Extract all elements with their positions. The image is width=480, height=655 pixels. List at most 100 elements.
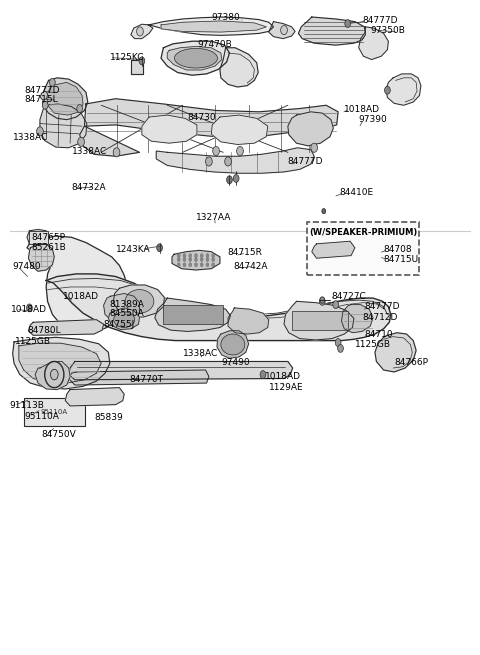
Text: 84777D: 84777D	[287, 157, 323, 166]
Bar	[292, 310, 348, 330]
Text: 1125GB: 1125GB	[355, 340, 391, 349]
Text: 84550A: 84550A	[110, 309, 144, 318]
Text: 97350B: 97350B	[371, 26, 406, 35]
Polygon shape	[28, 244, 54, 271]
Circle shape	[227, 176, 232, 183]
Text: 1338AC: 1338AC	[72, 147, 107, 156]
Circle shape	[281, 26, 288, 35]
Circle shape	[384, 86, 390, 94]
Polygon shape	[27, 236, 128, 333]
Text: 84715U: 84715U	[384, 255, 419, 264]
Ellipse shape	[174, 48, 217, 68]
Circle shape	[333, 301, 338, 309]
Text: 1125GB: 1125GB	[15, 337, 51, 346]
Circle shape	[205, 157, 212, 166]
Text: (W/SPEAKER-PRIMIUM): (W/SPEAKER-PRIMIUM)	[309, 228, 418, 237]
Polygon shape	[167, 47, 222, 70]
Text: 84732A: 84732A	[72, 183, 106, 192]
Polygon shape	[65, 388, 124, 406]
Circle shape	[237, 147, 243, 156]
Circle shape	[322, 208, 325, 214]
Circle shape	[26, 304, 32, 312]
Text: 95110A: 95110A	[41, 409, 68, 415]
Polygon shape	[375, 333, 416, 372]
Polygon shape	[48, 83, 83, 115]
Circle shape	[177, 253, 180, 257]
Circle shape	[200, 263, 203, 267]
Ellipse shape	[125, 290, 154, 313]
Text: 84715R: 84715R	[227, 248, 262, 257]
Circle shape	[78, 138, 84, 147]
Polygon shape	[341, 305, 373, 333]
Text: 84777D: 84777D	[24, 86, 60, 96]
Polygon shape	[12, 337, 110, 389]
Polygon shape	[131, 60, 144, 74]
Polygon shape	[40, 104, 87, 148]
Bar	[163, 305, 223, 324]
Circle shape	[50, 369, 58, 380]
Text: 84730: 84730	[187, 113, 216, 122]
Circle shape	[320, 297, 324, 303]
Text: 1125KC: 1125KC	[110, 53, 144, 62]
Text: 85839: 85839	[95, 413, 123, 422]
Text: 84777D: 84777D	[362, 16, 397, 25]
Text: 1243KA: 1243KA	[116, 244, 150, 253]
Text: 84708: 84708	[384, 245, 412, 254]
Polygon shape	[43, 78, 88, 120]
Circle shape	[137, 27, 144, 36]
Circle shape	[36, 127, 43, 136]
Text: 84712D: 84712D	[362, 312, 397, 322]
Circle shape	[206, 253, 209, 257]
Polygon shape	[288, 112, 333, 146]
Circle shape	[311, 143, 318, 153]
Polygon shape	[80, 99, 338, 157]
Polygon shape	[161, 41, 229, 75]
Circle shape	[335, 339, 341, 346]
Circle shape	[212, 257, 215, 261]
Polygon shape	[284, 301, 354, 340]
Text: 84755J: 84755J	[104, 320, 135, 329]
Ellipse shape	[221, 334, 245, 355]
Circle shape	[345, 20, 350, 28]
Text: 84765P: 84765P	[32, 233, 66, 242]
Polygon shape	[27, 229, 48, 245]
Text: 1327AA: 1327AA	[195, 213, 231, 222]
Text: 91113B: 91113B	[9, 401, 44, 410]
Text: 1338AC: 1338AC	[12, 134, 48, 142]
Polygon shape	[220, 48, 258, 87]
Text: 84780L: 84780L	[27, 326, 60, 335]
Circle shape	[200, 253, 203, 257]
Bar	[29, 231, 48, 244]
Circle shape	[113, 148, 120, 157]
Circle shape	[213, 147, 219, 156]
Circle shape	[206, 263, 209, 267]
Text: 97490: 97490	[222, 358, 251, 367]
Text: 1018AD: 1018AD	[11, 305, 47, 314]
Text: 1129AE: 1129AE	[269, 383, 303, 392]
Text: 1018AD: 1018AD	[344, 105, 380, 114]
Text: 97380: 97380	[211, 12, 240, 22]
Polygon shape	[172, 250, 220, 270]
Text: 1338AC: 1338AC	[182, 349, 218, 358]
Polygon shape	[108, 308, 140, 329]
Polygon shape	[113, 285, 164, 317]
Text: 84410E: 84410E	[339, 189, 373, 197]
Text: 84750V: 84750V	[41, 430, 76, 440]
Circle shape	[77, 105, 83, 113]
Polygon shape	[35, 362, 70, 390]
Text: 84710: 84710	[364, 329, 393, 339]
Circle shape	[177, 257, 180, 261]
Polygon shape	[228, 308, 269, 334]
Ellipse shape	[114, 312, 135, 328]
Circle shape	[189, 253, 192, 257]
Circle shape	[139, 57, 145, 65]
Text: 1018AD: 1018AD	[63, 291, 99, 301]
Text: 84727C: 84727C	[331, 291, 366, 301]
Circle shape	[194, 263, 197, 267]
Circle shape	[212, 253, 215, 257]
Text: 84766P: 84766P	[395, 358, 429, 367]
Circle shape	[49, 79, 55, 86]
Polygon shape	[299, 17, 365, 45]
Polygon shape	[359, 27, 388, 60]
Circle shape	[189, 263, 192, 267]
